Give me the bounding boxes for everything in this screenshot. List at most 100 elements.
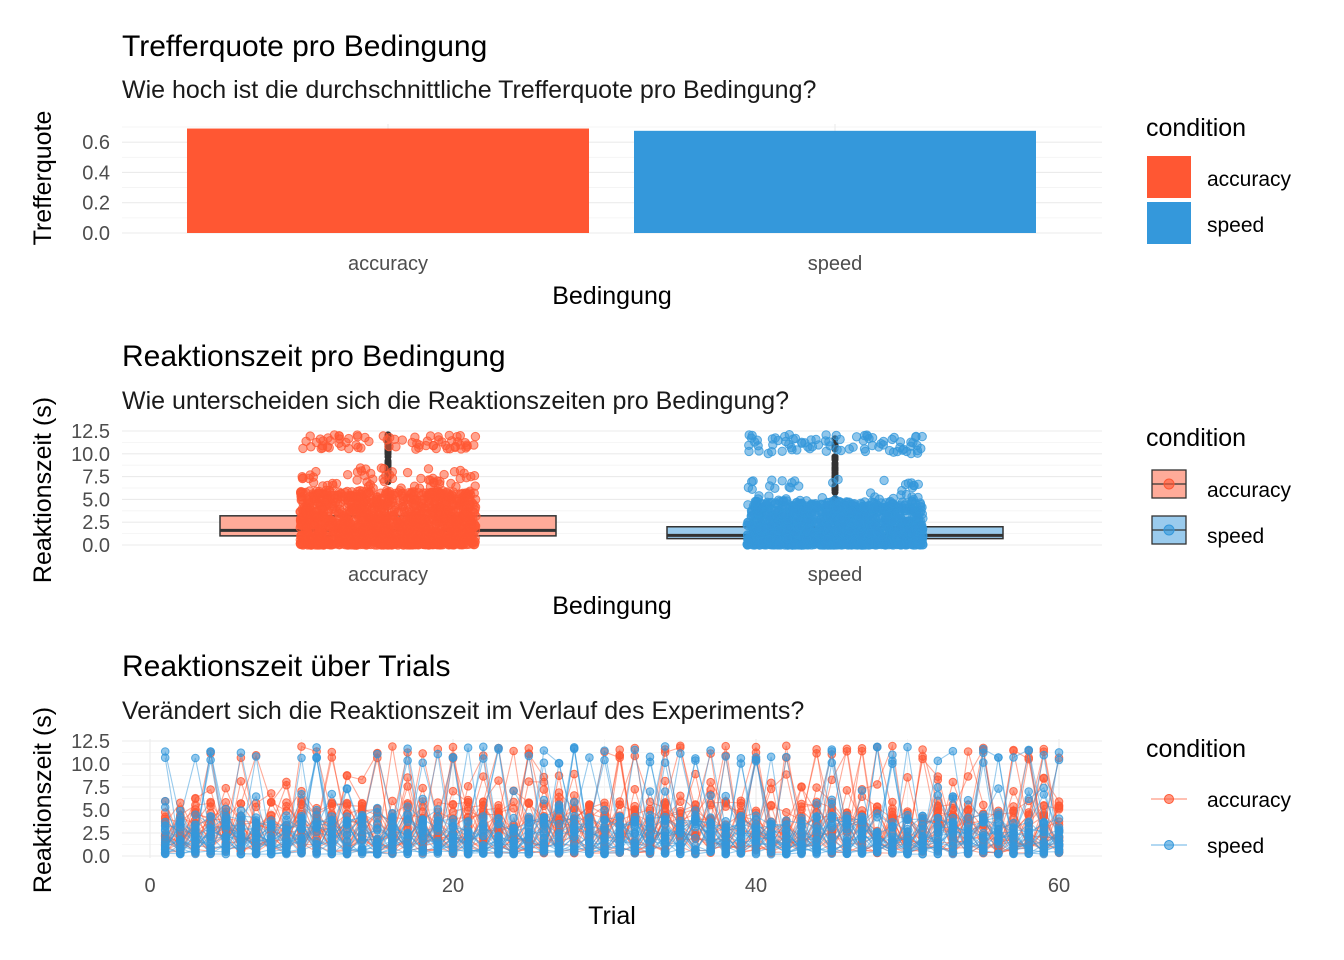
box-point-accuracy	[387, 467, 397, 477]
box-outlier-speed	[831, 488, 839, 496]
box-point-accuracy	[396, 528, 406, 538]
box-point-accuracy	[340, 487, 350, 498]
box-point-speed	[912, 448, 923, 458]
box-x-axis-title: Bedingung	[552, 592, 672, 620]
line-point-accuracy	[266, 798, 276, 807]
line-point-accuracy	[342, 771, 352, 781]
line-point-speed	[312, 743, 321, 752]
box-point-accuracy	[379, 464, 389, 474]
box-point-speed	[831, 503, 842, 514]
box-point-speed	[851, 432, 862, 442]
line-point-speed	[403, 802, 412, 811]
box-legend-point-speed	[1163, 524, 1175, 536]
box-point-speed	[854, 518, 865, 529]
line-point-speed	[251, 792, 261, 801]
line-point-accuracy	[721, 741, 731, 751]
panel-line: Reaktionszeit über Trials Verändert sich…	[29, 650, 1292, 930]
box-point-speed	[830, 495, 840, 505]
box-point-speed	[867, 433, 878, 443]
box-point-speed	[859, 430, 870, 441]
line-point-accuracy	[766, 784, 776, 794]
box-point-speed	[777, 476, 787, 486]
line-point-accuracy	[297, 742, 306, 751]
box-point-accuracy	[378, 531, 388, 541]
box-point-speed	[786, 442, 797, 453]
box-point-accuracy	[421, 440, 431, 451]
box-point-speed	[784, 482, 794, 492]
box-point-speed	[913, 492, 923, 503]
box-point-speed	[821, 446, 831, 456]
box-point-speed	[881, 516, 891, 526]
line-point-accuracy	[751, 742, 761, 752]
box-point-speed	[894, 538, 905, 549]
box-point-accuracy	[438, 514, 448, 524]
box-y-tick-label: 2.5	[82, 512, 110, 534]
line-point-accuracy	[448, 742, 458, 752]
line-point-speed	[191, 810, 200, 820]
box-point-speed	[872, 527, 882, 537]
box-point-accuracy	[340, 540, 350, 550]
box-y-tick-label: 12.5	[71, 421, 110, 443]
box-point-accuracy	[301, 436, 311, 446]
box-point-accuracy	[425, 431, 436, 441]
box-point-speed	[796, 540, 806, 550]
box-point-speed	[904, 525, 914, 535]
box-point-speed	[752, 435, 762, 445]
line-point-speed	[433, 805, 443, 814]
box-point-accuracy	[460, 489, 471, 499]
box-legend-key-accuracy	[1151, 469, 1187, 499]
box-point-accuracy	[397, 537, 407, 547]
box-point-speed	[792, 513, 803, 524]
line-point-accuracy	[963, 772, 973, 781]
bar-marks	[187, 128, 1036, 233]
box-point-speed	[879, 475, 889, 486]
box-point-accuracy	[396, 483, 406, 493]
line-point-speed	[539, 795, 549, 805]
box-point-speed	[895, 500, 906, 510]
box-point-speed	[801, 496, 812, 506]
box-legend-label-speed: speed	[1207, 525, 1264, 548]
box-point-speed	[744, 446, 754, 457]
line-point-accuracy	[388, 796, 397, 806]
line-point-accuracy	[812, 783, 821, 792]
box-point-speed	[856, 540, 866, 550]
line-point-accuracy	[236, 777, 246, 786]
box-y-tick-label: 5.0	[82, 489, 110, 511]
line-point-accuracy	[221, 783, 231, 793]
box-point-accuracy	[339, 525, 349, 535]
line-point-accuracy	[615, 751, 625, 760]
box-point-speed	[896, 490, 906, 500]
box-y-axis-title: Reaktionszeit (s)	[29, 397, 57, 583]
box-point-speed	[832, 539, 842, 550]
bar-y-ticks: 0.00.20.40.6	[82, 132, 110, 245]
box-point-speed	[817, 493, 827, 503]
line-point-accuracy	[812, 749, 821, 758]
box-point-accuracy	[331, 533, 341, 544]
line-point-accuracy	[857, 746, 867, 756]
box-point-accuracy	[467, 517, 477, 528]
panel-box: Reaktionszeit pro Bedingung Wie untersch…	[29, 340, 1292, 620]
line-point-speed	[509, 786, 518, 796]
line-point-accuracy	[782, 808, 791, 817]
line-point-speed	[933, 756, 943, 766]
box-point-speed	[752, 523, 762, 533]
box-point-speed	[916, 532, 926, 542]
box-legend-title: condition	[1146, 424, 1246, 452]
box-point-speed	[888, 493, 898, 504]
bar-legend: condition accuracy speed	[1146, 114, 1292, 244]
line-point-accuracy	[676, 791, 685, 801]
box-point-accuracy	[407, 516, 417, 526]
box-point-accuracy	[386, 540, 397, 550]
box-point-accuracy	[420, 514, 431, 524]
line-point-accuracy	[872, 802, 882, 811]
box-point-accuracy	[450, 442, 460, 453]
box-point-speed	[855, 531, 866, 542]
bar-y-axis-title: Trefferquote	[29, 111, 57, 246]
box-point-speed	[774, 540, 785, 550]
line-point-accuracy	[524, 798, 534, 808]
box-point-accuracy	[433, 502, 443, 512]
box-point-speed	[845, 526, 855, 536]
line-point-speed	[403, 756, 412, 765]
box-legend-point-accuracy	[1163, 478, 1175, 490]
box-point-accuracy	[406, 536, 417, 546]
